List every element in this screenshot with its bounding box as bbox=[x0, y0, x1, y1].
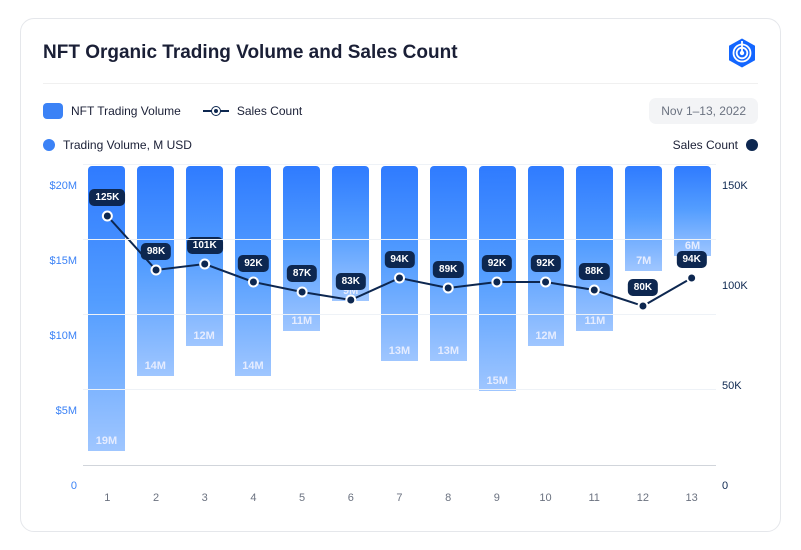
y-left-tick: $10M bbox=[49, 330, 77, 342]
bar: 9M bbox=[332, 166, 369, 301]
bar-value-label: 13M bbox=[389, 345, 410, 357]
bar-slot: 7M bbox=[622, 166, 665, 465]
legend-bars-label: NFT Trading Volume bbox=[71, 104, 181, 118]
chart-title: NFT Organic Trading Volume and Sales Cou… bbox=[43, 42, 458, 64]
bar: 7M bbox=[625, 166, 662, 271]
bar-slot: 6M bbox=[671, 166, 714, 465]
bar-value-label: 13M bbox=[438, 345, 459, 357]
y-left-tick: $20M bbox=[49, 180, 77, 192]
bar-value-label: 6M bbox=[685, 240, 700, 252]
chart-card: NFT Organic Trading Volume and Sales Cou… bbox=[20, 18, 781, 532]
bar: 13M bbox=[430, 166, 467, 361]
brand-logo-icon bbox=[726, 37, 758, 69]
bar-value-label: 11M bbox=[584, 315, 605, 327]
bar-value-label: 19M bbox=[96, 435, 117, 447]
bar: 19M bbox=[88, 166, 125, 451]
bar-slot: 15M bbox=[476, 166, 519, 465]
legend-bars-swatch bbox=[43, 103, 63, 119]
y-right-tick: 50K bbox=[722, 380, 742, 392]
x-tick: 2 bbox=[132, 492, 181, 504]
left-axis-label: Trading Volume, M USD bbox=[63, 138, 192, 152]
bar-slot: 11M bbox=[280, 166, 323, 465]
grid-line bbox=[83, 389, 716, 390]
bars-layer: 19M 14M 12M 14M 11M 9M 13M 13M 15M 12M 11M 7M 6M bbox=[83, 166, 716, 465]
bar-value-label: 12M bbox=[535, 330, 556, 342]
bar-value-label: 11M bbox=[291, 315, 312, 327]
bar-slot: 13M bbox=[427, 166, 470, 465]
y-axis-left: 0$5M$10M$15M$20M bbox=[43, 166, 83, 486]
x-axis: 12345678910111213 bbox=[83, 492, 716, 504]
bar-slot: 9M bbox=[329, 166, 372, 465]
bar: 14M bbox=[137, 166, 174, 376]
card-header: NFT Organic Trading Volume and Sales Cou… bbox=[43, 37, 758, 84]
y-right-tick: 0 bbox=[722, 480, 728, 492]
grid-line bbox=[83, 314, 716, 315]
x-tick: 13 bbox=[667, 492, 716, 504]
x-tick: 5 bbox=[278, 492, 327, 504]
bar-value-label: 9M bbox=[343, 285, 358, 297]
x-tick: 7 bbox=[375, 492, 424, 504]
x-tick: 6 bbox=[326, 492, 375, 504]
grid-line bbox=[83, 164, 716, 165]
axis-legend-row: Trading Volume, M USD Sales Count bbox=[43, 138, 758, 152]
y-right-tick: 100K bbox=[722, 280, 748, 292]
bar-slot: 13M bbox=[378, 166, 421, 465]
bar-value-label: 14M bbox=[242, 360, 263, 372]
x-tick: 4 bbox=[229, 492, 278, 504]
bar: 13M bbox=[381, 166, 418, 361]
bar: 6M bbox=[674, 166, 711, 256]
bar: 14M bbox=[235, 166, 272, 376]
bar: 12M bbox=[528, 166, 565, 346]
y-axis-right: 050K100K150K bbox=[716, 166, 758, 486]
x-tick: 10 bbox=[521, 492, 570, 504]
y-left-tick: 0 bbox=[71, 480, 77, 492]
legend-line: Sales Count bbox=[203, 104, 302, 118]
bar: 11M bbox=[283, 166, 320, 331]
bar-value-label: 15M bbox=[486, 375, 507, 387]
bar-slot: 12M bbox=[525, 166, 568, 465]
legend-bars: NFT Trading Volume bbox=[43, 103, 181, 119]
bar-value-label: 7M bbox=[636, 255, 651, 267]
bar-slot: 14M bbox=[134, 166, 177, 465]
grid-line bbox=[83, 239, 716, 240]
bar-slot: 14M bbox=[232, 166, 275, 465]
date-range-badge: Nov 1–13, 2022 bbox=[649, 98, 758, 124]
bar: 12M bbox=[186, 166, 223, 346]
bar-slot: 11M bbox=[573, 166, 616, 465]
y-right-tick: 150K bbox=[722, 180, 748, 192]
x-tick: 9 bbox=[473, 492, 522, 504]
right-axis-label: Sales Count bbox=[673, 138, 738, 152]
x-tick: 12 bbox=[619, 492, 668, 504]
bar-value-label: 12M bbox=[193, 330, 214, 342]
bar: 11M bbox=[576, 166, 613, 331]
left-axis-legend: Trading Volume, M USD bbox=[43, 138, 192, 152]
legend-line-mark bbox=[203, 107, 229, 115]
y-left-tick: $15M bbox=[49, 255, 77, 267]
y-left-tick: $5M bbox=[56, 405, 77, 417]
x-tick: 1 bbox=[83, 492, 132, 504]
chart-area: 0$5M$10M$15M$20M 19M14M12M14M11M9M13M13M… bbox=[43, 166, 758, 486]
bar-slot: 19M bbox=[85, 166, 128, 465]
x-tick: 3 bbox=[180, 492, 229, 504]
right-axis-legend: Sales Count bbox=[673, 138, 758, 152]
x-tick: 8 bbox=[424, 492, 473, 504]
bar-value-label: 14M bbox=[145, 360, 166, 372]
plot-area: 19M14M12M14M11M9M13M13M15M12M11M7M6M 125… bbox=[83, 166, 716, 466]
dot-icon bbox=[43, 139, 55, 151]
bar: 15M bbox=[479, 166, 516, 391]
dot-icon bbox=[746, 139, 758, 151]
bar-slot: 12M bbox=[183, 166, 226, 465]
legend-row: NFT Trading Volume Sales Count Nov 1–13,… bbox=[43, 98, 758, 124]
x-tick: 11 bbox=[570, 492, 619, 504]
legend-line-label: Sales Count bbox=[237, 104, 302, 118]
